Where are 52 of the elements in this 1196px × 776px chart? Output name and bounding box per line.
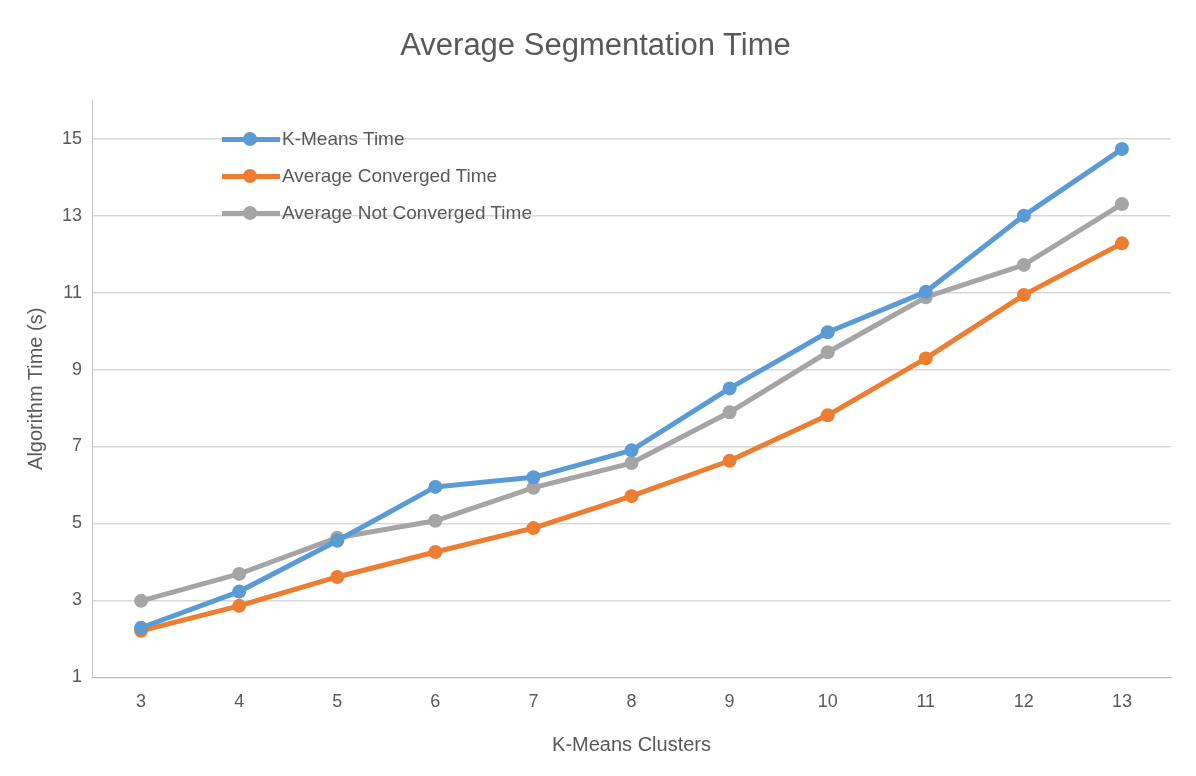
x-tick-label: 6 [430,691,441,712]
x-tick-label: 12 [1013,691,1034,712]
point [722,381,737,396]
point [1114,236,1129,251]
y-tick-label: 3 [72,589,83,610]
point [134,593,149,608]
point [526,521,541,536]
x-tick-label: 7 [528,691,539,712]
legend-label: K-Means Time [282,127,405,150]
x-axis-title: K-Means Clusters [552,732,711,755]
point [722,453,737,468]
x-tick-label: 13 [1111,691,1132,712]
point [624,489,639,504]
point [918,284,933,299]
x-tick-label: 11 [916,691,936,712]
point [820,408,835,423]
point [722,405,737,420]
point [1114,197,1129,212]
point [330,569,345,584]
point [624,456,639,471]
point [1016,208,1031,223]
point [820,325,835,340]
point [624,443,639,458]
x-tick-label: 10 [817,691,838,712]
point [1016,257,1031,272]
point [428,513,443,528]
y-tick-label: 7 [72,435,83,456]
point [232,598,247,613]
point [526,470,541,485]
legend-label: Average Converged Time [282,164,498,187]
y-tick-label: 15 [61,127,83,148]
y-tick-label: 11 [63,281,83,302]
point [1016,287,1031,302]
y-tick-label: 13 [61,204,83,225]
y-tick-label: 9 [72,358,83,379]
point [428,544,443,559]
point [232,584,247,599]
point [918,351,933,366]
point [1114,142,1129,157]
x-tick-label: 8 [626,691,637,712]
y-axis-title: Algorithm Time (s) [23,307,46,470]
x-tick-label: 9 [724,691,735,712]
point [428,479,443,494]
legend-label: Average Not Converged Time [282,201,532,224]
x-tick-label: 4 [234,691,245,712]
point [232,566,247,581]
x-tick-label: 5 [332,691,343,712]
y-tick-label: 1 [72,666,83,687]
point [820,345,835,360]
chart-title: Average Segmentation Time [400,27,791,63]
y-tick-label: 5 [72,512,83,533]
x-tick-label: 3 [136,691,147,712]
